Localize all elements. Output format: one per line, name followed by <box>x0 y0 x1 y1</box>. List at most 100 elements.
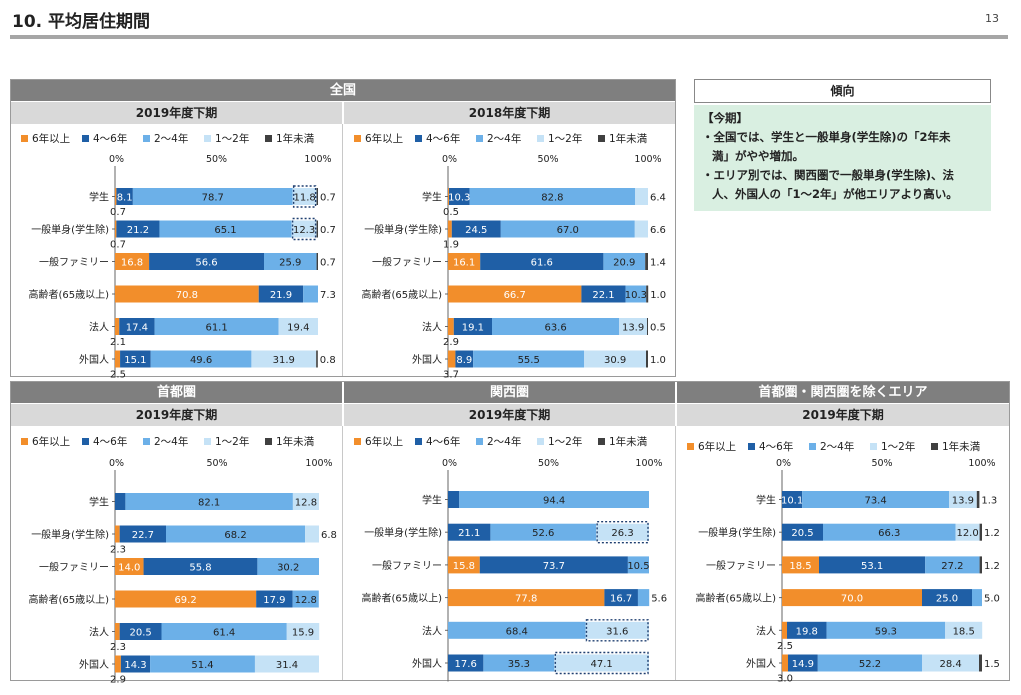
data-label: 20.5 <box>129 628 151 639</box>
bar-segment <box>479 556 628 574</box>
x-tick-label: 50% <box>537 154 558 165</box>
data-label: 1.0 <box>650 290 666 301</box>
bar-segment <box>646 350 648 368</box>
bar-segment <box>116 220 160 238</box>
trend-line-4: 人、外国人の「1～2年」が他エリアより高い。 <box>712 187 958 201</box>
bar-segment <box>120 350 151 368</box>
bar-segment <box>469 188 636 205</box>
data-label: 70.0 <box>841 594 863 605</box>
x-tick-label: 100% <box>634 154 661 165</box>
bar-segment <box>116 188 133 205</box>
category-label: 法人 <box>756 624 776 637</box>
data-label: 35.3 <box>508 659 530 670</box>
data-label: 8.9 <box>456 355 472 366</box>
data-label: 2.3 <box>110 642 126 653</box>
bar-segment <box>635 188 648 205</box>
data-label: 0.7 <box>320 193 336 204</box>
category-label: 法人 <box>422 321 442 334</box>
legend-swatch <box>415 135 422 142</box>
bar-segment <box>625 285 647 303</box>
legend-swatch <box>265 135 272 142</box>
data-label: 49.6 <box>190 355 212 366</box>
panel-divider <box>342 426 343 680</box>
bar-segment <box>972 589 982 607</box>
bar-segment <box>782 621 787 639</box>
data-label: 18.5 <box>789 561 811 572</box>
bar-segment <box>453 318 492 335</box>
data-label: 15.8 <box>453 561 475 572</box>
data-label: 2.3 <box>110 545 126 556</box>
bar-segment <box>782 654 788 672</box>
data-label: 66.3 <box>878 528 900 539</box>
data-label: 1.3 <box>981 496 997 507</box>
data-label: 1.5 <box>984 659 1000 670</box>
legend-label: 2～4年 <box>487 435 521 448</box>
legend-swatch <box>21 135 28 142</box>
bar-segment <box>979 523 982 541</box>
bar-segment <box>115 655 121 673</box>
x-tick-label: 0% <box>442 458 457 469</box>
legend-label: 1～2年 <box>881 440 915 453</box>
bar-segment <box>256 590 293 608</box>
data-label: 47.1 <box>591 659 613 670</box>
bar-segment <box>258 285 304 303</box>
bar-segment <box>646 285 649 303</box>
bar-segment <box>826 621 946 639</box>
bar-segment <box>782 523 823 541</box>
legend-label: 1年未満 <box>609 132 648 145</box>
bar-segment <box>448 556 480 574</box>
legend-swatch <box>21 438 28 445</box>
data-label: 61.4 <box>213 628 235 639</box>
legend-swatch <box>598 438 605 445</box>
x-tick-label: 100% <box>305 458 332 469</box>
data-label: 78.7 <box>202 193 224 204</box>
x-tick-label: 50% <box>538 458 559 469</box>
bar-segment <box>603 253 646 270</box>
category-label: 一般ファミリー <box>39 561 109 574</box>
data-label: 12.0 <box>956 528 978 539</box>
data-label: 0.8 <box>320 355 336 366</box>
bar-segment <box>922 589 972 607</box>
data-label: 21.9 <box>270 290 292 301</box>
legend-swatch <box>82 135 89 142</box>
legend-label: 4～6年 <box>426 132 460 145</box>
legend-swatch <box>204 135 211 142</box>
legend-swatch <box>598 135 605 142</box>
bar-segment <box>979 654 982 672</box>
bar-segment <box>627 556 649 574</box>
bar-segment <box>150 350 252 368</box>
x-tick-label: 50% <box>206 154 227 165</box>
category-label: 外国人 <box>79 354 109 366</box>
bar-segment <box>490 523 597 541</box>
category-label: 一般単身(学生除) <box>364 223 442 236</box>
panel-title-national-2019: 2019年度下期 <box>11 102 342 124</box>
bar-segment <box>448 654 484 672</box>
bar-segment <box>823 523 956 541</box>
data-label: 16.1 <box>453 258 475 269</box>
category-label: 法人 <box>422 624 442 637</box>
bar-segment <box>451 220 501 238</box>
bar-segment <box>115 493 126 510</box>
bar-segment <box>119 623 162 640</box>
bar-segment <box>125 493 293 510</box>
data-label: 56.6 <box>195 258 217 269</box>
bar-segment <box>554 654 649 672</box>
bar-segment <box>448 318 454 335</box>
category-label: 学生 <box>422 191 442 204</box>
category-label: 高齢者(65歳以上) <box>28 288 109 301</box>
category-label: 外国人 <box>79 659 109 671</box>
data-label: 24.5 <box>465 225 487 236</box>
panel-title-shutoken-2019: 2019年度下期 <box>11 404 342 426</box>
legend-label: 1年未満 <box>609 435 648 448</box>
category-label: 一般ファミリー <box>372 256 442 269</box>
data-label: 5.6 <box>651 594 667 605</box>
bar-segment <box>448 589 605 607</box>
data-label: 5.0 <box>984 594 1000 605</box>
legend-label: 4～6年 <box>426 435 460 448</box>
bar-segment <box>945 621 983 639</box>
bar-segment <box>788 654 818 672</box>
bar-segment <box>448 188 449 205</box>
trend-line-1: ・全国では、学生と一般単身(学生除)の「2年未 <box>702 130 951 144</box>
trend-title: 傾向 <box>694 79 991 103</box>
